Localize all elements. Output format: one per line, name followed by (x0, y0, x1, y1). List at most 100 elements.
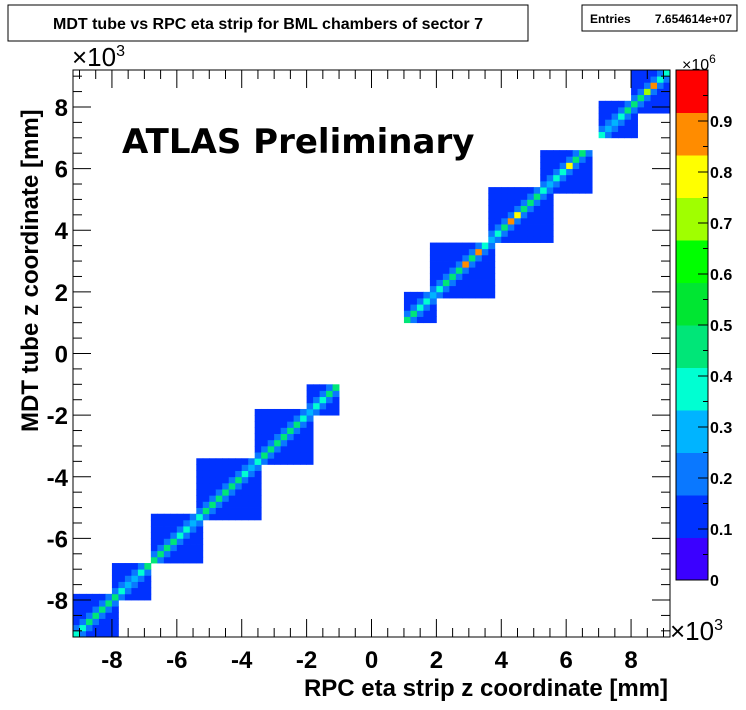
heatmap-cell (293, 433, 301, 441)
heatmap-cell (215, 476, 223, 484)
heatmap-cell (468, 242, 476, 250)
heatmap-cell (111, 563, 119, 570)
heatmap-cell (293, 427, 301, 435)
heatmap-cell (637, 100, 645, 108)
heatmap-cell (176, 526, 184, 533)
heatmap-cell (644, 88, 651, 96)
heatmap-cell (475, 248, 483, 256)
heatmap-cell (462, 279, 470, 287)
heatmap-cell (442, 279, 450, 287)
heatmap-cell (546, 150, 554, 157)
heatmap-cell (494, 193, 502, 200)
heatmap-cell (520, 230, 528, 237)
heatmap-cell (254, 408, 262, 416)
heatmap-cell (462, 291, 470, 299)
heatmap-cell (235, 507, 243, 515)
heatmap-cell (85, 612, 93, 619)
heatmap-cell (254, 458, 262, 465)
heatmap-cell (274, 458, 282, 465)
heatmap-cell (267, 433, 275, 441)
color-scale-ticks: 0 0.1 0.2 0.3 0.4 0.5 0.6 0.7 0.8 0.9 (698, 95, 732, 590)
color-scale-tick-label: 0.6 (710, 267, 732, 284)
heatmap-cell (598, 119, 606, 126)
heatmap-cell (507, 217, 515, 225)
heatmap-cell (663, 70, 671, 77)
heatmap-cell (248, 464, 256, 471)
heatmap-cell (326, 402, 333, 410)
color-scale-band (676, 410, 708, 453)
heatmap-cell (157, 544, 165, 552)
heatmap-cell (150, 556, 158, 564)
heatmap-cell (254, 445, 262, 453)
heatmap-cell (131, 563, 139, 570)
heatmap-cell (546, 211, 554, 219)
heatmap-cell (540, 162, 548, 170)
heatmap-cell (527, 199, 535, 206)
heatmap-cell (189, 519, 197, 527)
heatmap-cell (183, 550, 191, 558)
heatmap-cell (540, 224, 548, 231)
heatmap-cell (488, 267, 496, 274)
heatmap-cell (306, 390, 314, 398)
heatmap-cell (189, 526, 197, 533)
heatmap-cell (241, 495, 249, 502)
heatmap-cell (481, 273, 489, 280)
heatmap-cell (540, 187, 548, 194)
heatmap-cell (423, 304, 431, 311)
heatmap-cell (605, 131, 612, 139)
heatmap-cell (553, 156, 561, 163)
heatmap-cell (254, 507, 262, 515)
x-tick-label: -6 (166, 647, 187, 674)
heatmap-cell (241, 513, 249, 521)
heatmap-cell (501, 193, 509, 200)
heatmap-cell (222, 507, 230, 515)
heatmap-cell (261, 427, 269, 435)
heatmap-cell (585, 162, 593, 170)
heatmap-cell (624, 125, 632, 133)
heatmap-cell (150, 526, 158, 533)
heatmap-cell (442, 261, 450, 268)
heatmap-cell (248, 501, 256, 508)
heatmap-cell (267, 452, 275, 459)
heatmap-cell (527, 230, 535, 237)
heatmap-cell (254, 439, 262, 447)
heatmap-cell (618, 113, 625, 120)
heatmap-cell (222, 470, 230, 478)
heatmap-cell (644, 106, 651, 114)
heatmap-cell (462, 267, 470, 274)
heatmap-cell (436, 242, 444, 250)
heatmap-cell (553, 174, 561, 182)
heatmap-cell (514, 187, 522, 194)
heatmap-cell (481, 242, 489, 250)
heatmap-cell (248, 482, 256, 490)
color-scale-tick-label: 0.2 (710, 471, 732, 488)
heatmap-cell (98, 624, 106, 632)
heatmap-cell (209, 489, 217, 496)
heatmap-cell (306, 402, 314, 410)
heatmap-cell (111, 606, 119, 613)
heatmap-cell (300, 421, 308, 428)
heatmap-cell (546, 187, 554, 194)
heatmap-cell (663, 100, 671, 108)
heatmap-cell (566, 187, 574, 194)
heatmap-cell (546, 224, 554, 231)
heatmap-cell (436, 248, 444, 256)
heatmap-cell (176, 532, 184, 539)
heatmap-cell (546, 205, 554, 213)
heatmap-cell (429, 298, 437, 305)
heatmap-cell (585, 156, 593, 163)
heatmap-cell (449, 285, 457, 293)
heatmap-cell (618, 125, 625, 133)
y-tick-label: -4 (47, 465, 69, 492)
heatmap-cell (631, 94, 638, 102)
heatmap-cell (624, 119, 632, 126)
heatmap-cell (248, 470, 256, 478)
heatmap-cell (468, 291, 476, 299)
heatmap-cell (332, 390, 340, 398)
heatmap-cell (527, 193, 535, 200)
heatmap-cell (611, 119, 619, 126)
x-tick-label: 4 (495, 647, 509, 674)
heatmap-cell (137, 587, 145, 595)
heatmap-cell (605, 106, 612, 114)
heatmap-cell (455, 261, 463, 268)
